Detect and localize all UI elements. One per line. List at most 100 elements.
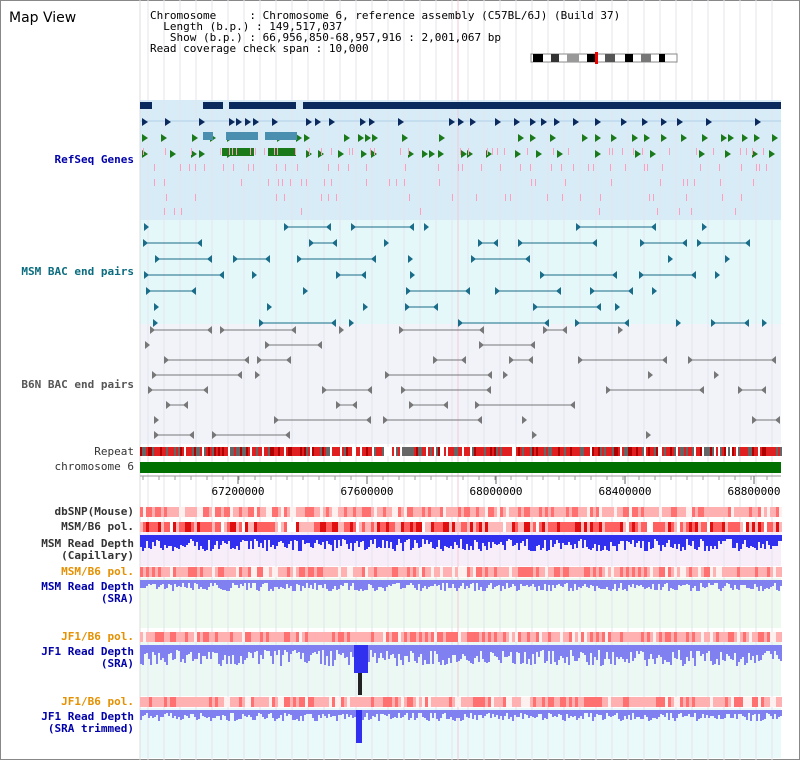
jf1-b6-pol-label[interactable]: JF1/B6 pol. [61,630,134,643]
bac-end [203,386,208,394]
bac-end [265,255,270,263]
msm-bac-label[interactable]: MSM BAC end pairs [21,265,134,278]
depth-bar [574,535,576,544]
depth-bar [586,535,588,547]
heat-cell [491,522,494,532]
heat-cell [611,632,614,642]
depth-bar [412,580,414,585]
heat-cell [629,507,632,517]
heat-cell [500,522,503,532]
heat-cell [494,697,497,707]
depth-bar [278,645,280,650]
depth-bar [340,645,342,655]
heat-cell [209,697,212,707]
jf1-depth-trim-label-1[interactable]: JF1 Read Depth [41,710,134,723]
depth-bar [412,645,414,653]
bac-end [662,356,667,364]
dbsnp-label[interactable]: dbSNP(Mouse) [54,505,134,518]
bac-end [265,341,270,349]
depth-bar [298,710,300,721]
depth-bar [220,645,222,666]
gene-arrow [245,118,251,126]
depth-bar [736,580,738,589]
heat-cell [257,632,260,642]
depth-bar [422,535,424,539]
depth-bar [752,645,754,656]
msm-depth-sra-label-2[interactable]: (SRA) [100,592,134,605]
heat-cell [272,567,275,577]
msm-b6-pol-label[interactable]: MSM/B6 pol. [61,520,134,533]
repeat-block [506,447,508,456]
depth-bar [452,535,454,549]
heat-cell [734,632,737,642]
chromosome-track-label[interactable]: chromosome 6 [54,460,134,473]
depth-bar [222,580,224,590]
jf1-depth-sra-label-2[interactable]: (SRA) [100,657,134,670]
depth-bar [670,580,672,588]
heat-cell [437,507,440,517]
msm-b6-pol-label-2[interactable]: MSM/B6 pol. [61,565,134,578]
heat-cell [500,632,503,642]
heat-cell [341,632,344,642]
heat-cell [176,522,179,532]
heat-cell [296,632,299,642]
heat-cell [707,567,710,577]
heat-cell [293,697,296,707]
gene-arrow [360,118,366,126]
heat-cell [719,697,722,707]
heat-cell [458,632,461,642]
heat-cell [281,522,284,532]
depth-bar [218,580,220,588]
heat-cell [497,507,500,517]
jf1-depth-sra-label-1[interactable]: JF1 Read Depth [41,645,134,658]
msm-depth-sra-label-1[interactable]: MSM Read Depth [41,580,134,593]
depth-bar [686,535,688,539]
heat-cell [251,697,254,707]
gene-arrow [518,134,524,142]
repeat-block [550,447,552,456]
depth-bar [414,645,416,661]
heat-cell [626,507,629,517]
repeat-block [642,447,644,456]
depth-bar [184,580,186,587]
depth-bar [152,710,154,718]
heat-cell [281,567,284,577]
depth-bar [516,580,518,591]
heat-cell [617,697,620,707]
heat-cell [164,567,167,577]
repeat-block [256,447,258,456]
b6n-bac-label[interactable]: B6N BAC end pairs [21,378,134,391]
heat-cell [191,507,194,517]
heat-cell [347,522,350,532]
bac-end [410,271,415,279]
repeat-block [596,447,598,456]
chromosome-ideogram[interactable] [529,52,679,64]
repeat-block [468,447,470,456]
heat-cell [206,697,209,707]
repeat-block [214,447,216,456]
repeat-block [428,447,430,456]
heat-cell [269,507,272,517]
depth-bar [544,645,546,663]
depth-bar [538,645,540,657]
depth-bar [398,645,400,654]
repeat-label[interactable]: Repeat [94,445,134,458]
jf1-depth-trim-label-2[interactable]: (SRA trimmed) [47,722,134,735]
bac-end [711,319,716,327]
msm-depth-capillary-label-1[interactable]: MSM Read Depth [41,537,134,550]
bac-end [592,239,597,247]
heat-cell [752,632,755,642]
msm-depth-capillary-label-2[interactable]: (Capillary) [61,549,134,562]
refseq-genes-label[interactable]: RefSeq Genes [54,153,134,166]
depth-bar [252,645,254,658]
depth-bar [646,645,648,666]
gene-tick [389,179,390,186]
heat-cell [221,697,224,707]
depth-bar [642,710,644,719]
bac-end [424,223,429,231]
gene-arrow [611,134,617,142]
repeat-block [564,447,566,456]
jf1-b6-pol-label-2[interactable]: JF1/B6 pol. [61,695,134,708]
depth-bar [210,580,212,583]
